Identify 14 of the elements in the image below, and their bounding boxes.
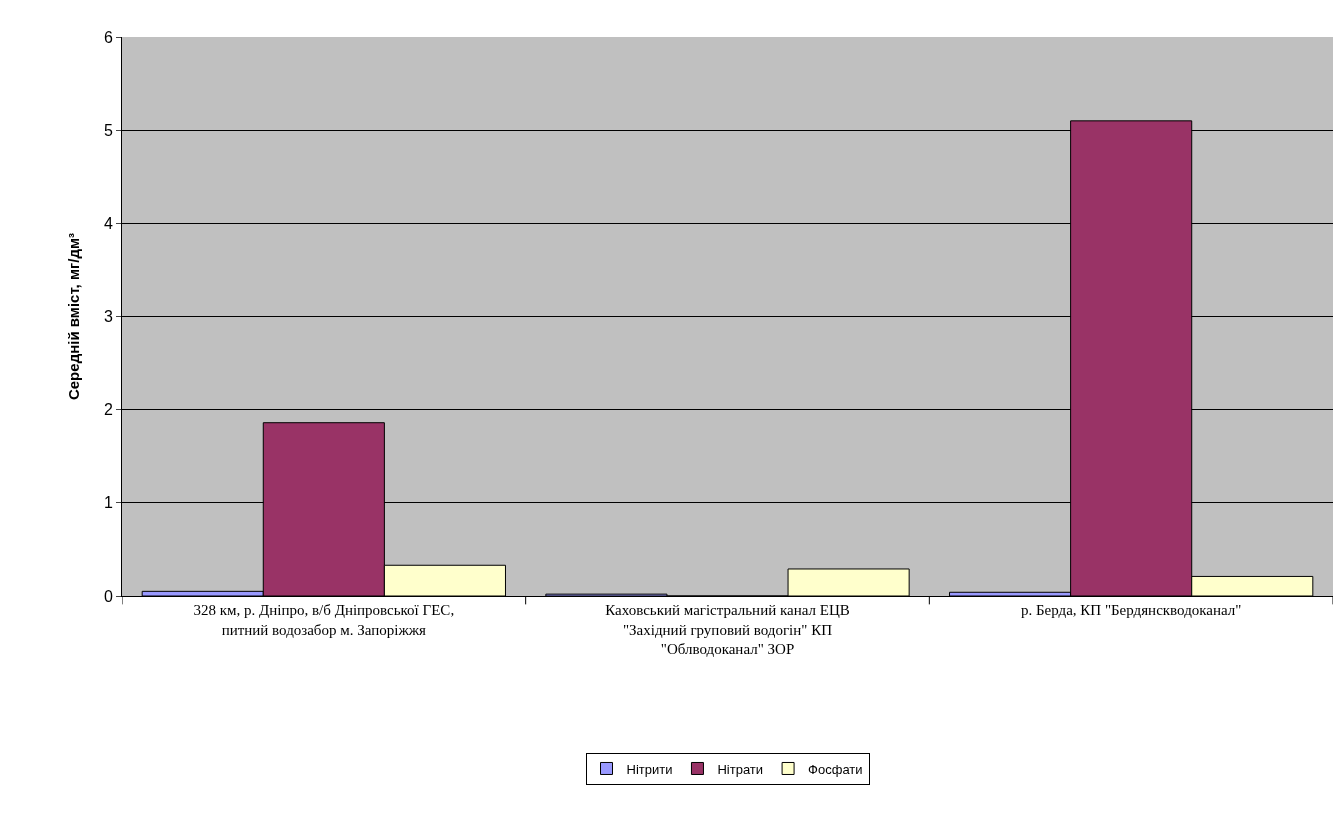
y-tick-label: 2	[103, 401, 113, 419]
y-tick-label: 6	[103, 28, 113, 46]
y-tick-label: 3	[103, 308, 113, 326]
y-axis-title: Середній вміст, мг/дм³	[65, 232, 83, 401]
y-tick-label: 5	[103, 121, 113, 139]
y-tick-label: 1	[103, 494, 113, 512]
legend-label: Фосфати	[808, 761, 863, 777]
y-tick-label: 4	[103, 214, 113, 232]
legend-label: Нітрати	[717, 761, 764, 777]
y-tick-label: 0	[103, 587, 113, 605]
legend-label: Нітрити	[626, 761, 673, 777]
x-tick-label: Каховський магістральний канал ЕЦВ "Західний груповий водогін" КП "Облводоканал" ЗОР	[605, 602, 850, 657]
x-tick-label: р. Берда, КП "Бердянскводоканал"	[1020, 602, 1242, 618]
x-tick-label: 328 км, р. Дніпро, в/б Дніпровської ГЕС, питний водозабор м. Запоріжжя	[193, 602, 455, 638]
